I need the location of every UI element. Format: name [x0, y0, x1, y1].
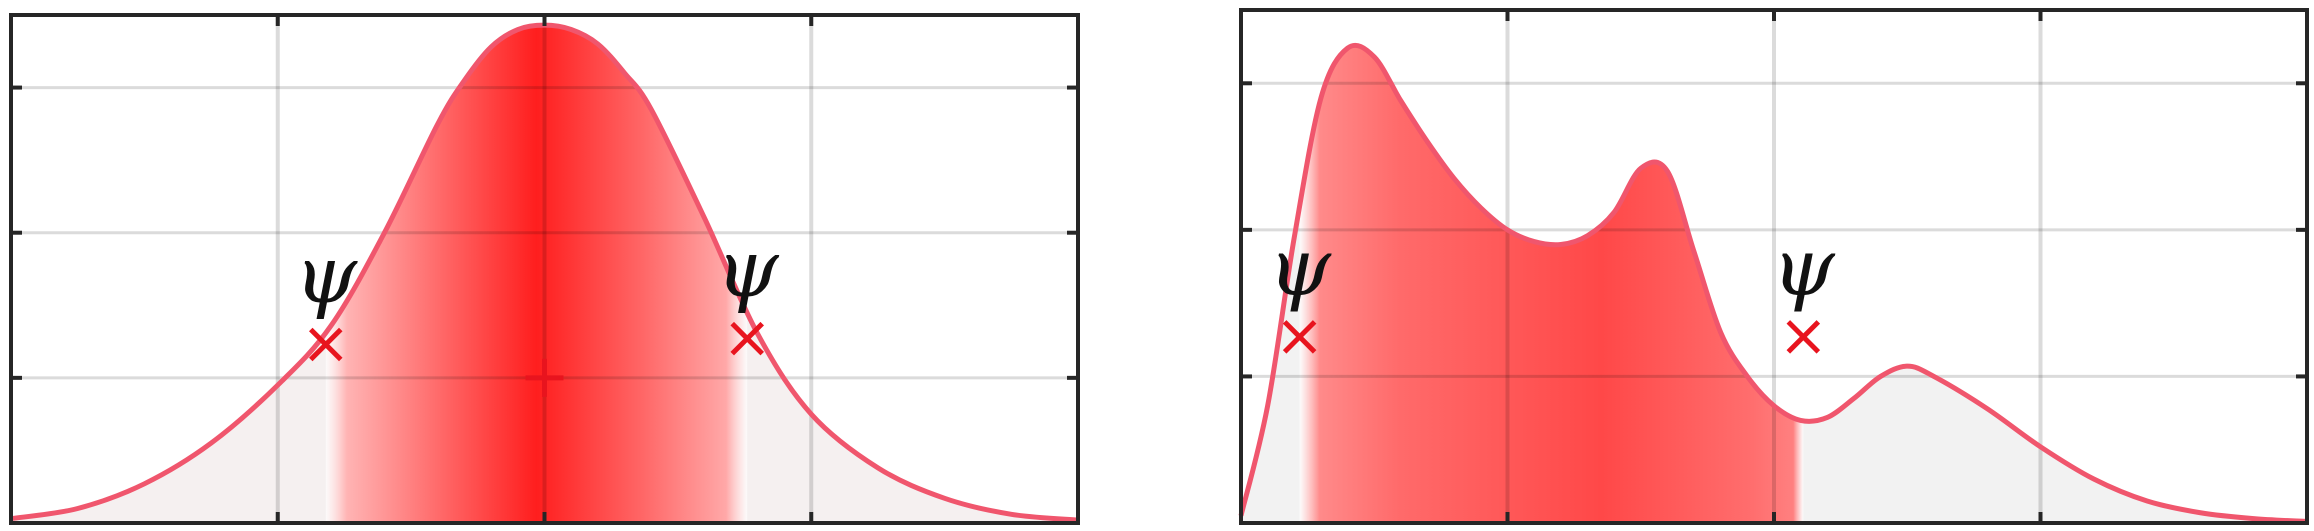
density-curve [1238, 42, 2308, 525]
threshold-label: ψ [1268, 221, 1332, 314]
threshold-marker [1282, 320, 1317, 354]
threshold-label: ψ [294, 228, 358, 321]
threshold-marker [308, 327, 343, 362]
threshold-marker [730, 321, 764, 356]
threshold-marker-stroke-2 [1282, 320, 1317, 354]
threshold-marker-stroke-2 [1786, 320, 1821, 354]
threshold-marker-stroke-2 [308, 327, 343, 362]
threshold-label: ψ [716, 223, 780, 316]
threshold-marker-stroke-2 [730, 321, 764, 356]
threshold-marker [1786, 320, 1821, 354]
threshold-label: ψ [1772, 221, 1836, 314]
center-marker [525, 358, 564, 397]
